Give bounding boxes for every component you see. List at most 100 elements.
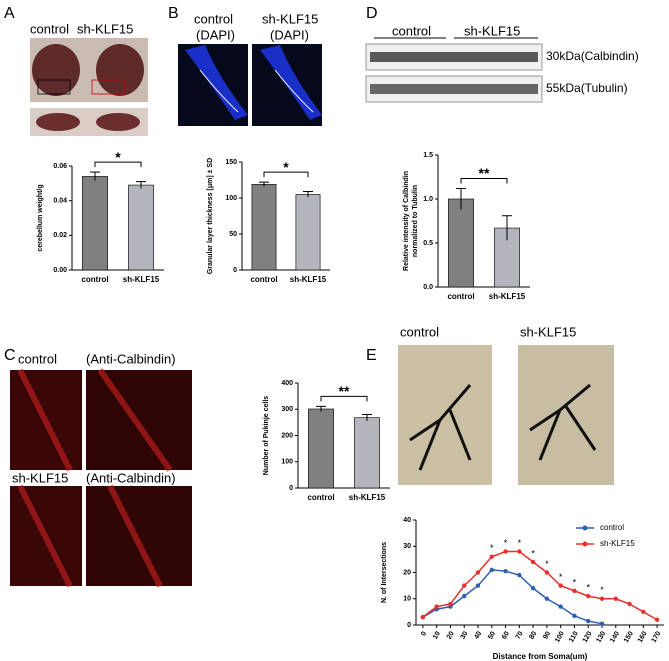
panel-a-images	[30, 38, 148, 136]
micrograph	[86, 486, 192, 586]
point	[462, 593, 467, 599]
x-tick-label: 110	[568, 630, 580, 643]
x-tick-label: control	[81, 275, 108, 284]
point	[544, 596, 550, 601]
image-label: control	[30, 21, 69, 36]
y-tick-label: 40	[403, 517, 411, 524]
point	[558, 604, 563, 609]
legend-label: control	[600, 523, 624, 532]
y-tick-label: 30	[403, 543, 411, 550]
bar	[448, 198, 474, 288]
band	[370, 84, 538, 94]
cerebellum	[96, 113, 140, 131]
bar	[354, 417, 380, 489]
point	[599, 596, 605, 601]
cerebellum	[36, 113, 80, 131]
y-tick-label: 400	[281, 380, 293, 387]
x-tick-label: 90	[542, 630, 552, 640]
point	[613, 596, 618, 601]
significance: **	[479, 165, 490, 181]
annotation: *	[518, 538, 522, 548]
image-label: (DAPI)	[270, 27, 309, 42]
x-tick-label: sh-KLF15	[349, 493, 386, 502]
point	[489, 554, 494, 559]
annotation: *	[504, 538, 508, 548]
x-tick-label: 50	[487, 630, 497, 640]
significance-bracket	[320, 395, 368, 402]
point	[558, 583, 563, 588]
point	[530, 559, 536, 565]
y-tick-label: 150	[225, 159, 237, 166]
point	[599, 621, 605, 626]
x-tick-label: 30	[460, 630, 470, 640]
y-tick-label: 0.06	[53, 163, 67, 170]
panel-c-images	[10, 368, 192, 588]
x-tick-label: sh-KLF15	[489, 292, 526, 301]
image-label: (Anti-Calbindin)	[86, 351, 176, 366]
neuron	[529, 383, 597, 461]
roi	[91, 79, 125, 95]
image-label: sh-KLF15	[464, 23, 520, 38]
brain	[32, 44, 80, 96]
y-tick-label: 10	[403, 596, 411, 603]
image-label: control	[18, 351, 57, 366]
x-tick-label: sh-KLF15	[290, 275, 327, 284]
panel-b-images	[178, 44, 322, 126]
image-label: (Anti-Calbindin)	[86, 470, 176, 485]
x-tick-label: 60	[501, 630, 511, 640]
bar	[82, 176, 108, 271]
image-label: control	[400, 324, 439, 339]
point	[517, 572, 522, 578]
image-label: 30kDa(Calbindin)	[546, 49, 639, 63]
roi	[37, 79, 71, 95]
image-label: sh-KLF15	[12, 470, 68, 485]
annotation: *	[490, 543, 494, 553]
series-line	[422, 569, 603, 625]
neuron	[409, 384, 472, 471]
annotation: *	[545, 559, 549, 569]
panel-label: D	[366, 5, 378, 22]
point	[475, 570, 481, 575]
x-tick-label: 0	[420, 630, 428, 637]
point	[489, 567, 494, 573]
y-tick-label: 0	[289, 485, 293, 492]
point	[462, 583, 467, 588]
y-tick-label: 1.0	[423, 196, 433, 203]
y-tick-label: 200	[281, 432, 293, 439]
y-tick-label: 1.5	[423, 152, 433, 159]
point	[544, 570, 550, 575]
tissue	[260, 45, 322, 120]
image-label: (DAPI)	[196, 27, 235, 42]
y-axis-label: normalized to Tubulin	[412, 185, 419, 257]
y-tick-label: 0.02	[53, 232, 67, 239]
point	[654, 617, 660, 622]
y-tick-label: 0	[407, 622, 411, 629]
x-tick-label: 130	[595, 630, 607, 644]
significance-bracket	[94, 161, 142, 168]
y-axis-label: Number of Pukinje cells	[263, 396, 270, 475]
series-line	[422, 550, 658, 621]
y-tick-label: 0	[233, 267, 237, 274]
panel-label: C	[4, 347, 16, 364]
micrograph	[86, 370, 192, 470]
point	[503, 549, 508, 554]
point	[503, 568, 508, 574]
point	[530, 586, 536, 591]
legend-label: sh-KLF15	[600, 539, 635, 548]
legend-swatch	[582, 525, 588, 531]
y-tick-label: 0.04	[53, 198, 67, 205]
image-label: control	[194, 11, 233, 26]
x-tick-label: 140	[609, 630, 621, 644]
x-tick-label: 120	[582, 630, 594, 644]
y-axis-label: N. of Intersections	[381, 542, 388, 603]
x-tick-label: control	[447, 292, 474, 301]
y-axis-label: cerebellum weight/g	[37, 184, 44, 251]
point	[475, 583, 481, 588]
point	[572, 588, 577, 594]
annotation: *	[586, 583, 590, 593]
y-axis-label: Relative intensity of Calbindin	[403, 171, 410, 271]
y-tick-label: 20	[403, 569, 411, 576]
x-tick-label: 150	[623, 630, 635, 644]
significance: *	[115, 149, 121, 165]
